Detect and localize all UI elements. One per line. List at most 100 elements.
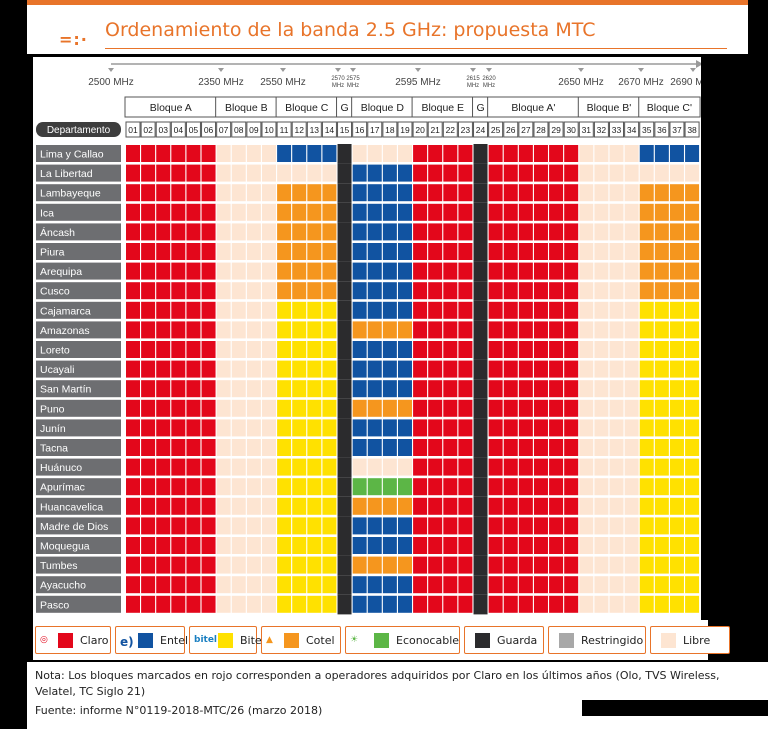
column-number-box	[337, 121, 353, 138]
allocation-cell	[413, 223, 428, 241]
allocation-cell	[382, 458, 397, 476]
allocation-cell	[231, 184, 246, 202]
allocation-cell	[382, 243, 397, 260]
allocation-cell	[488, 184, 503, 202]
allocation-cell	[669, 341, 684, 358]
allocation-cell	[564, 517, 579, 535]
allocation-cell	[413, 497, 428, 515]
allocation-cell	[579, 478, 594, 496]
allocation-cell	[669, 164, 684, 182]
column-number-label: 22	[446, 125, 456, 135]
allocation-cell	[186, 458, 201, 476]
allocation-cell	[307, 262, 322, 280]
allocation-cell	[382, 595, 397, 613]
allocation-cell	[473, 183, 488, 203]
allocation-cell	[503, 537, 518, 554]
allocation-cell	[292, 282, 307, 300]
allocation-cell	[246, 497, 261, 515]
allocation-cell	[277, 184, 292, 202]
region-label-box	[36, 399, 121, 417]
allocation-cell	[171, 164, 186, 182]
legend-item-bitel: bitel Bitel	[189, 626, 265, 654]
allocation-cell	[126, 360, 140, 378]
allocation-cell	[579, 223, 594, 241]
allocation-cell	[277, 537, 292, 554]
allocation-cell	[594, 556, 609, 574]
allocation-cell	[488, 537, 503, 554]
allocation-cell	[156, 301, 171, 319]
allocation-cell	[685, 556, 700, 574]
allocation-cell	[503, 458, 518, 476]
allocation-cell	[488, 380, 503, 398]
allocation-cell	[654, 537, 669, 554]
allocation-cell	[307, 341, 322, 358]
allocation-cell	[292, 419, 307, 437]
page-title: Ordenamiento de la banda 2.5 GHz: propue…	[105, 19, 596, 41]
allocation-cell	[337, 398, 352, 419]
tick-marker-icon	[218, 68, 224, 72]
allocation-cell	[246, 301, 261, 319]
allocation-cell	[443, 537, 458, 554]
allocation-cell	[382, 145, 397, 162]
allocation-cell	[261, 243, 276, 260]
allocation-cell	[654, 380, 669, 398]
allocation-cell	[624, 439, 639, 456]
allocation-cell	[518, 537, 533, 554]
allocation-cell	[518, 184, 533, 202]
allocation-cell	[443, 184, 458, 202]
allocation-cell	[549, 341, 564, 358]
allocation-cell	[322, 556, 337, 574]
allocation-cell	[322, 595, 337, 613]
allocation-cell	[443, 380, 458, 398]
allocation-cell	[564, 341, 579, 358]
allocation-cell	[337, 516, 352, 536]
allocation-cell	[337, 575, 352, 595]
allocation-cell	[518, 243, 533, 260]
region-label-box	[36, 321, 121, 339]
allocation-cell	[579, 419, 594, 437]
allocation-cell	[488, 164, 503, 182]
allocation-cell	[443, 301, 458, 319]
allocation-cell	[518, 223, 533, 241]
allocation-cell	[141, 164, 156, 182]
allocation-cell	[639, 145, 654, 162]
allocation-cell	[261, 537, 276, 554]
column-number-box	[488, 121, 504, 138]
allocation-cell	[488, 576, 503, 594]
allocation-cell	[549, 321, 564, 339]
allocation-cell	[186, 223, 201, 241]
allocation-cell	[382, 164, 397, 182]
allocation-cell	[292, 497, 307, 515]
allocation-cell	[337, 555, 352, 576]
allocation-cell	[609, 458, 624, 476]
allocation-cell	[261, 517, 276, 535]
allocation-cell	[201, 145, 216, 162]
allocation-cell	[126, 439, 140, 456]
allocation-cell	[594, 537, 609, 554]
allocation-cell	[216, 321, 231, 339]
allocation-cell	[126, 576, 140, 594]
allocation-cell	[654, 164, 669, 182]
allocation-cell	[246, 439, 261, 456]
allocation-cell	[428, 595, 443, 613]
allocation-cell	[413, 380, 428, 398]
allocation-cell	[367, 164, 382, 182]
allocation-cell	[458, 380, 473, 398]
allocation-cell	[579, 517, 594, 535]
tick-marker-icon	[350, 68, 356, 72]
allocation-cell	[549, 497, 564, 515]
allocation-cell	[549, 145, 564, 162]
bitel-logo-icon: bitel	[194, 635, 218, 645]
allocation-cell	[126, 243, 140, 260]
allocation-cell	[624, 203, 639, 221]
allocation-cell	[654, 595, 669, 613]
allocation-cell	[322, 184, 337, 202]
allocation-cell	[488, 556, 503, 574]
column-number-box	[155, 121, 171, 138]
region-label-box	[36, 262, 121, 280]
allocation-cell	[171, 576, 186, 594]
column-number-box	[261, 121, 277, 138]
region-label-box	[36, 439, 121, 456]
allocation-cell	[322, 301, 337, 319]
allocation-cell	[307, 458, 322, 476]
